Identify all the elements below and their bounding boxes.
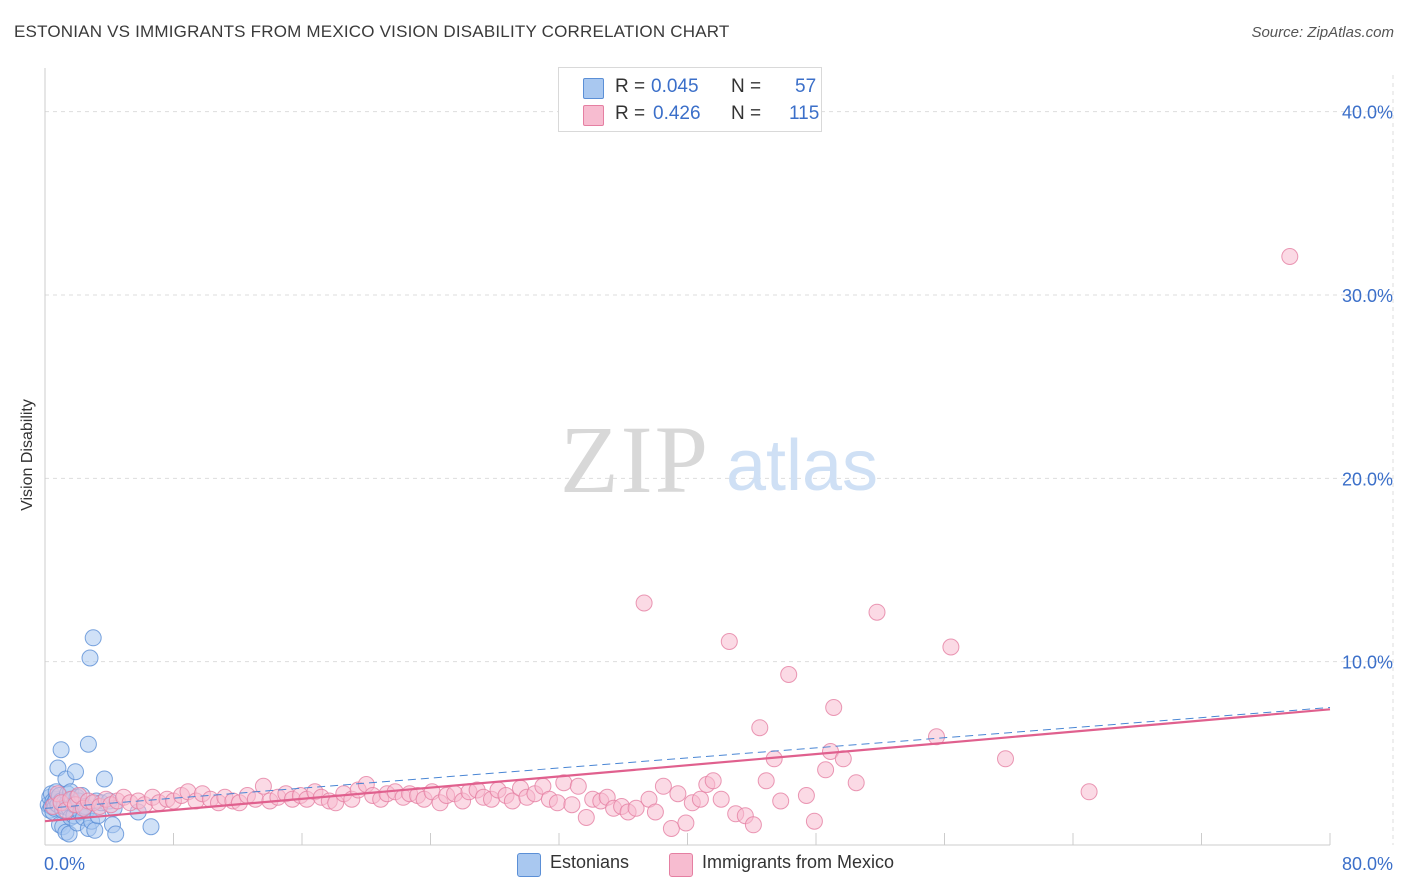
y-tick-label: 10.0% [1342,653,1393,673]
trend-lines [44,707,1331,823]
point-mexico [548,794,566,812]
point-estonians [52,741,70,759]
n-value: 115 [789,103,820,124]
r-value: 0.426 [653,103,701,124]
point-estonians [107,825,125,843]
point-estonians [86,821,104,839]
r-label: R = [615,103,646,124]
point-mexico [627,799,645,817]
correlation-legend: R = 0.045 N = 57 R = 0.426 N = 115 [558,67,822,132]
chart-title: ESTONIAN VS IMMIGRANTS FROM MEXICO VISIO… [14,22,730,41]
point-mexico [691,790,709,808]
point-estonians [79,735,97,753]
point-estonians [142,818,160,836]
legend-swatch-pink [583,105,604,126]
point-mexico [825,699,843,716]
point-mexico [997,750,1014,768]
point-estonians [67,763,84,781]
point-mexico [646,803,664,821]
x-tick-label-min: 0.0% [44,854,85,874]
n-value: 57 [795,76,817,97]
x-tick-label-max: 80.0% [1342,854,1393,874]
point-mexico [677,814,695,832]
y-tick-label: 30.0% [1342,286,1393,306]
point-mexico [757,772,775,790]
legend-label: Immigrants from Mexico [702,852,895,872]
watermark: ZIP atlas [560,406,878,513]
n-label: N = [731,76,762,97]
point-mexico [868,603,886,621]
point-mexico [772,792,790,810]
point-estonians [95,770,113,788]
point-mexico [805,812,823,830]
y-tick-label: 20.0% [1342,469,1393,489]
point-mexico [712,790,730,808]
grid-lines [45,75,1395,845]
r-label: R = [615,76,646,97]
watermark-zip: ZIP [560,406,710,513]
point-mexico [635,594,653,612]
point-mexico [797,787,815,804]
data-points [39,248,1299,843]
point-mexico [704,772,722,790]
legend-swatch-blue [517,853,541,877]
point-mexico [780,666,798,683]
point-mexico [744,816,762,834]
point-mexico [254,777,272,795]
tick-labels: 10.0% 20.0% 30.0% 40.0% 0.0% 80.0% [44,103,1393,874]
point-mexico [817,761,835,779]
axes [44,68,1331,846]
point-estonians [84,629,102,647]
point-mexico [751,719,769,737]
point-mexico [1281,248,1299,265]
point-mexico [569,777,587,795]
y-tick-label: 40.0% [1342,103,1393,123]
legend-swatch-blue [583,78,604,99]
point-mexico [928,728,945,746]
trend-line-estonians [44,707,1331,809]
point-mexico [662,820,680,837]
legend-swatch-pink [669,853,693,877]
legend-label: Estonians [550,852,630,872]
point-mexico [563,796,581,814]
r-value: 0.045 [651,76,699,97]
watermark-atlas: atlas [726,426,878,506]
trend-line-mexico [44,708,1331,823]
point-mexico [577,809,595,826]
point-mexico [669,785,687,803]
point-estonians [81,649,99,667]
point-mexico [654,777,672,795]
point-mexico [942,638,960,656]
n-label: N = [731,103,762,124]
point-mexico [847,774,865,792]
point-mexico [1080,783,1098,801]
point-mexico [720,633,738,650]
source-label: Source: ZipAtlas.com [1251,24,1394,41]
